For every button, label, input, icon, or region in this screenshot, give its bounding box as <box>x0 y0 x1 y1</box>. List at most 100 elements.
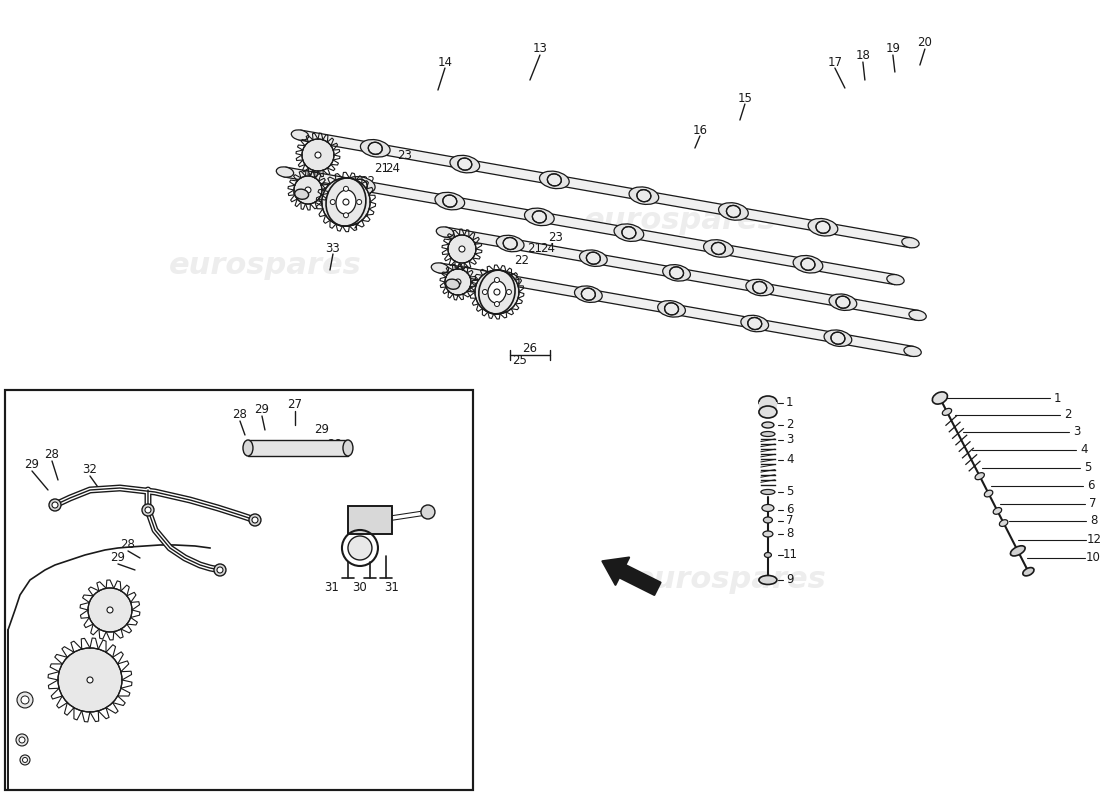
Text: 29: 29 <box>110 551 125 565</box>
Ellipse shape <box>726 206 740 218</box>
Ellipse shape <box>488 281 506 303</box>
Text: 33: 33 <box>326 242 340 254</box>
Text: 2: 2 <box>1064 409 1071 422</box>
Text: 29: 29 <box>24 458 40 471</box>
Text: 21: 21 <box>527 242 542 254</box>
Ellipse shape <box>662 265 691 281</box>
Ellipse shape <box>532 211 547 223</box>
Text: 1: 1 <box>786 397 794 410</box>
Text: 3: 3 <box>786 434 793 446</box>
Circle shape <box>506 290 512 294</box>
Ellipse shape <box>434 192 464 210</box>
Circle shape <box>58 648 122 712</box>
Ellipse shape <box>741 315 769 332</box>
Bar <box>6 390 473 790</box>
Ellipse shape <box>816 222 829 234</box>
FancyArrowPatch shape <box>603 558 660 595</box>
Text: 23: 23 <box>397 149 412 162</box>
Ellipse shape <box>808 218 838 236</box>
Text: 7: 7 <box>1089 498 1097 510</box>
Circle shape <box>330 199 336 205</box>
Ellipse shape <box>664 303 679 315</box>
Circle shape <box>19 737 25 743</box>
Text: 2: 2 <box>786 418 794 431</box>
Circle shape <box>217 567 223 573</box>
Text: 27: 27 <box>287 398 303 411</box>
Ellipse shape <box>614 224 644 242</box>
Ellipse shape <box>361 139 390 157</box>
Ellipse shape <box>580 250 607 266</box>
Ellipse shape <box>764 553 771 558</box>
Circle shape <box>315 152 321 158</box>
Text: 15: 15 <box>737 91 752 105</box>
Circle shape <box>494 302 499 306</box>
Circle shape <box>494 289 499 295</box>
Text: 7: 7 <box>786 514 794 527</box>
Circle shape <box>16 692 33 708</box>
Ellipse shape <box>353 179 367 191</box>
Text: 31: 31 <box>324 582 340 594</box>
Ellipse shape <box>943 408 951 415</box>
Ellipse shape <box>345 177 375 194</box>
Circle shape <box>343 213 349 218</box>
Bar <box>6 390 473 790</box>
Ellipse shape <box>1011 546 1025 556</box>
Ellipse shape <box>759 575 777 585</box>
Ellipse shape <box>801 258 815 270</box>
Ellipse shape <box>243 440 253 456</box>
Ellipse shape <box>336 190 356 214</box>
Ellipse shape <box>762 505 774 511</box>
Circle shape <box>305 187 311 193</box>
Ellipse shape <box>712 242 725 254</box>
Text: 1: 1 <box>1054 391 1062 405</box>
Text: 3: 3 <box>1074 426 1080 438</box>
Circle shape <box>343 186 349 191</box>
Circle shape <box>483 290 487 294</box>
Circle shape <box>302 139 334 171</box>
Text: 8: 8 <box>1090 514 1098 527</box>
Ellipse shape <box>763 517 772 523</box>
Text: 26: 26 <box>354 206 370 219</box>
Ellipse shape <box>909 310 926 321</box>
Ellipse shape <box>763 531 773 537</box>
Ellipse shape <box>276 167 294 177</box>
Text: 28: 28 <box>328 438 342 451</box>
Text: eurospares: eurospares <box>634 566 826 594</box>
Ellipse shape <box>525 208 554 226</box>
Text: 5: 5 <box>786 486 793 498</box>
Ellipse shape <box>761 431 774 437</box>
Circle shape <box>475 270 519 314</box>
Ellipse shape <box>824 330 851 346</box>
Ellipse shape <box>295 189 309 199</box>
Text: 24: 24 <box>385 162 400 174</box>
Ellipse shape <box>478 270 515 314</box>
Ellipse shape <box>748 318 761 330</box>
Polygon shape <box>284 167 896 285</box>
Text: 17: 17 <box>827 55 843 69</box>
Circle shape <box>214 564 225 576</box>
Circle shape <box>52 502 58 508</box>
Text: 5: 5 <box>1085 462 1091 474</box>
Ellipse shape <box>759 406 777 418</box>
Text: 19: 19 <box>886 42 901 54</box>
Circle shape <box>88 588 132 632</box>
Ellipse shape <box>582 288 595 300</box>
Ellipse shape <box>586 252 601 264</box>
Circle shape <box>21 696 29 704</box>
Text: 10: 10 <box>1086 551 1100 565</box>
Bar <box>348 506 392 534</box>
Circle shape <box>87 677 94 683</box>
Ellipse shape <box>836 296 850 308</box>
Circle shape <box>294 176 322 204</box>
Circle shape <box>455 279 461 285</box>
Ellipse shape <box>343 440 353 456</box>
Ellipse shape <box>762 422 774 428</box>
Text: eurospares: eurospares <box>583 206 777 234</box>
Ellipse shape <box>629 187 659 205</box>
Ellipse shape <box>498 274 513 286</box>
Bar <box>348 506 392 534</box>
Ellipse shape <box>637 190 651 202</box>
Circle shape <box>421 505 434 519</box>
Ellipse shape <box>752 282 767 294</box>
Circle shape <box>142 504 154 516</box>
